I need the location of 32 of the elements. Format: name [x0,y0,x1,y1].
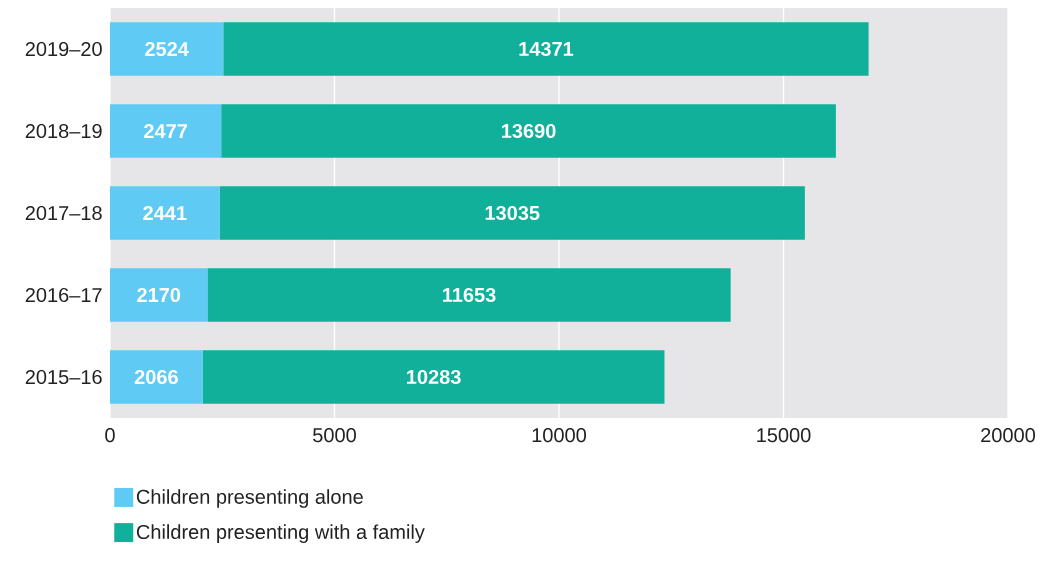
data-label: 2477 [144,124,187,138]
y-tick-label: 2015–16 [25,369,102,385]
bar [202,350,665,404]
bar [219,186,805,240]
bar [110,104,222,158]
y-tick-label: 2019–20 [25,41,102,57]
y-tick-label: 2018–19 [25,123,102,139]
legend-label: Children presenting with a family [136,524,425,543]
data-label: 10283 [407,369,461,385]
data-label: 2170 [137,287,181,303]
data-label: 13690 [502,123,556,139]
x-tick-label: 10000 [532,428,586,443]
bar [110,350,203,404]
data-label: 2524 [145,41,189,57]
bar [110,186,220,240]
bar [221,104,836,158]
x-tick-label: 15000 [757,428,811,443]
y-tick-label: 2016–17 [25,287,102,303]
bar [110,22,224,76]
legend-label: Children presenting alone [136,489,363,508]
x-tick-label: 0 [105,428,115,443]
data-label: 14371 [519,41,574,57]
data-label: 11653 [443,287,496,303]
data-label: 2066 [134,369,178,385]
x-tick-label: 20000 [981,428,1036,443]
y-tick-label: 2017–18 [25,205,102,221]
bar [207,268,731,322]
x-tick-label: 5000 [313,428,356,443]
bar [223,22,869,76]
data-label: 2441 [143,206,187,220]
bar [110,268,208,322]
data-label: 13035 [485,205,540,221]
